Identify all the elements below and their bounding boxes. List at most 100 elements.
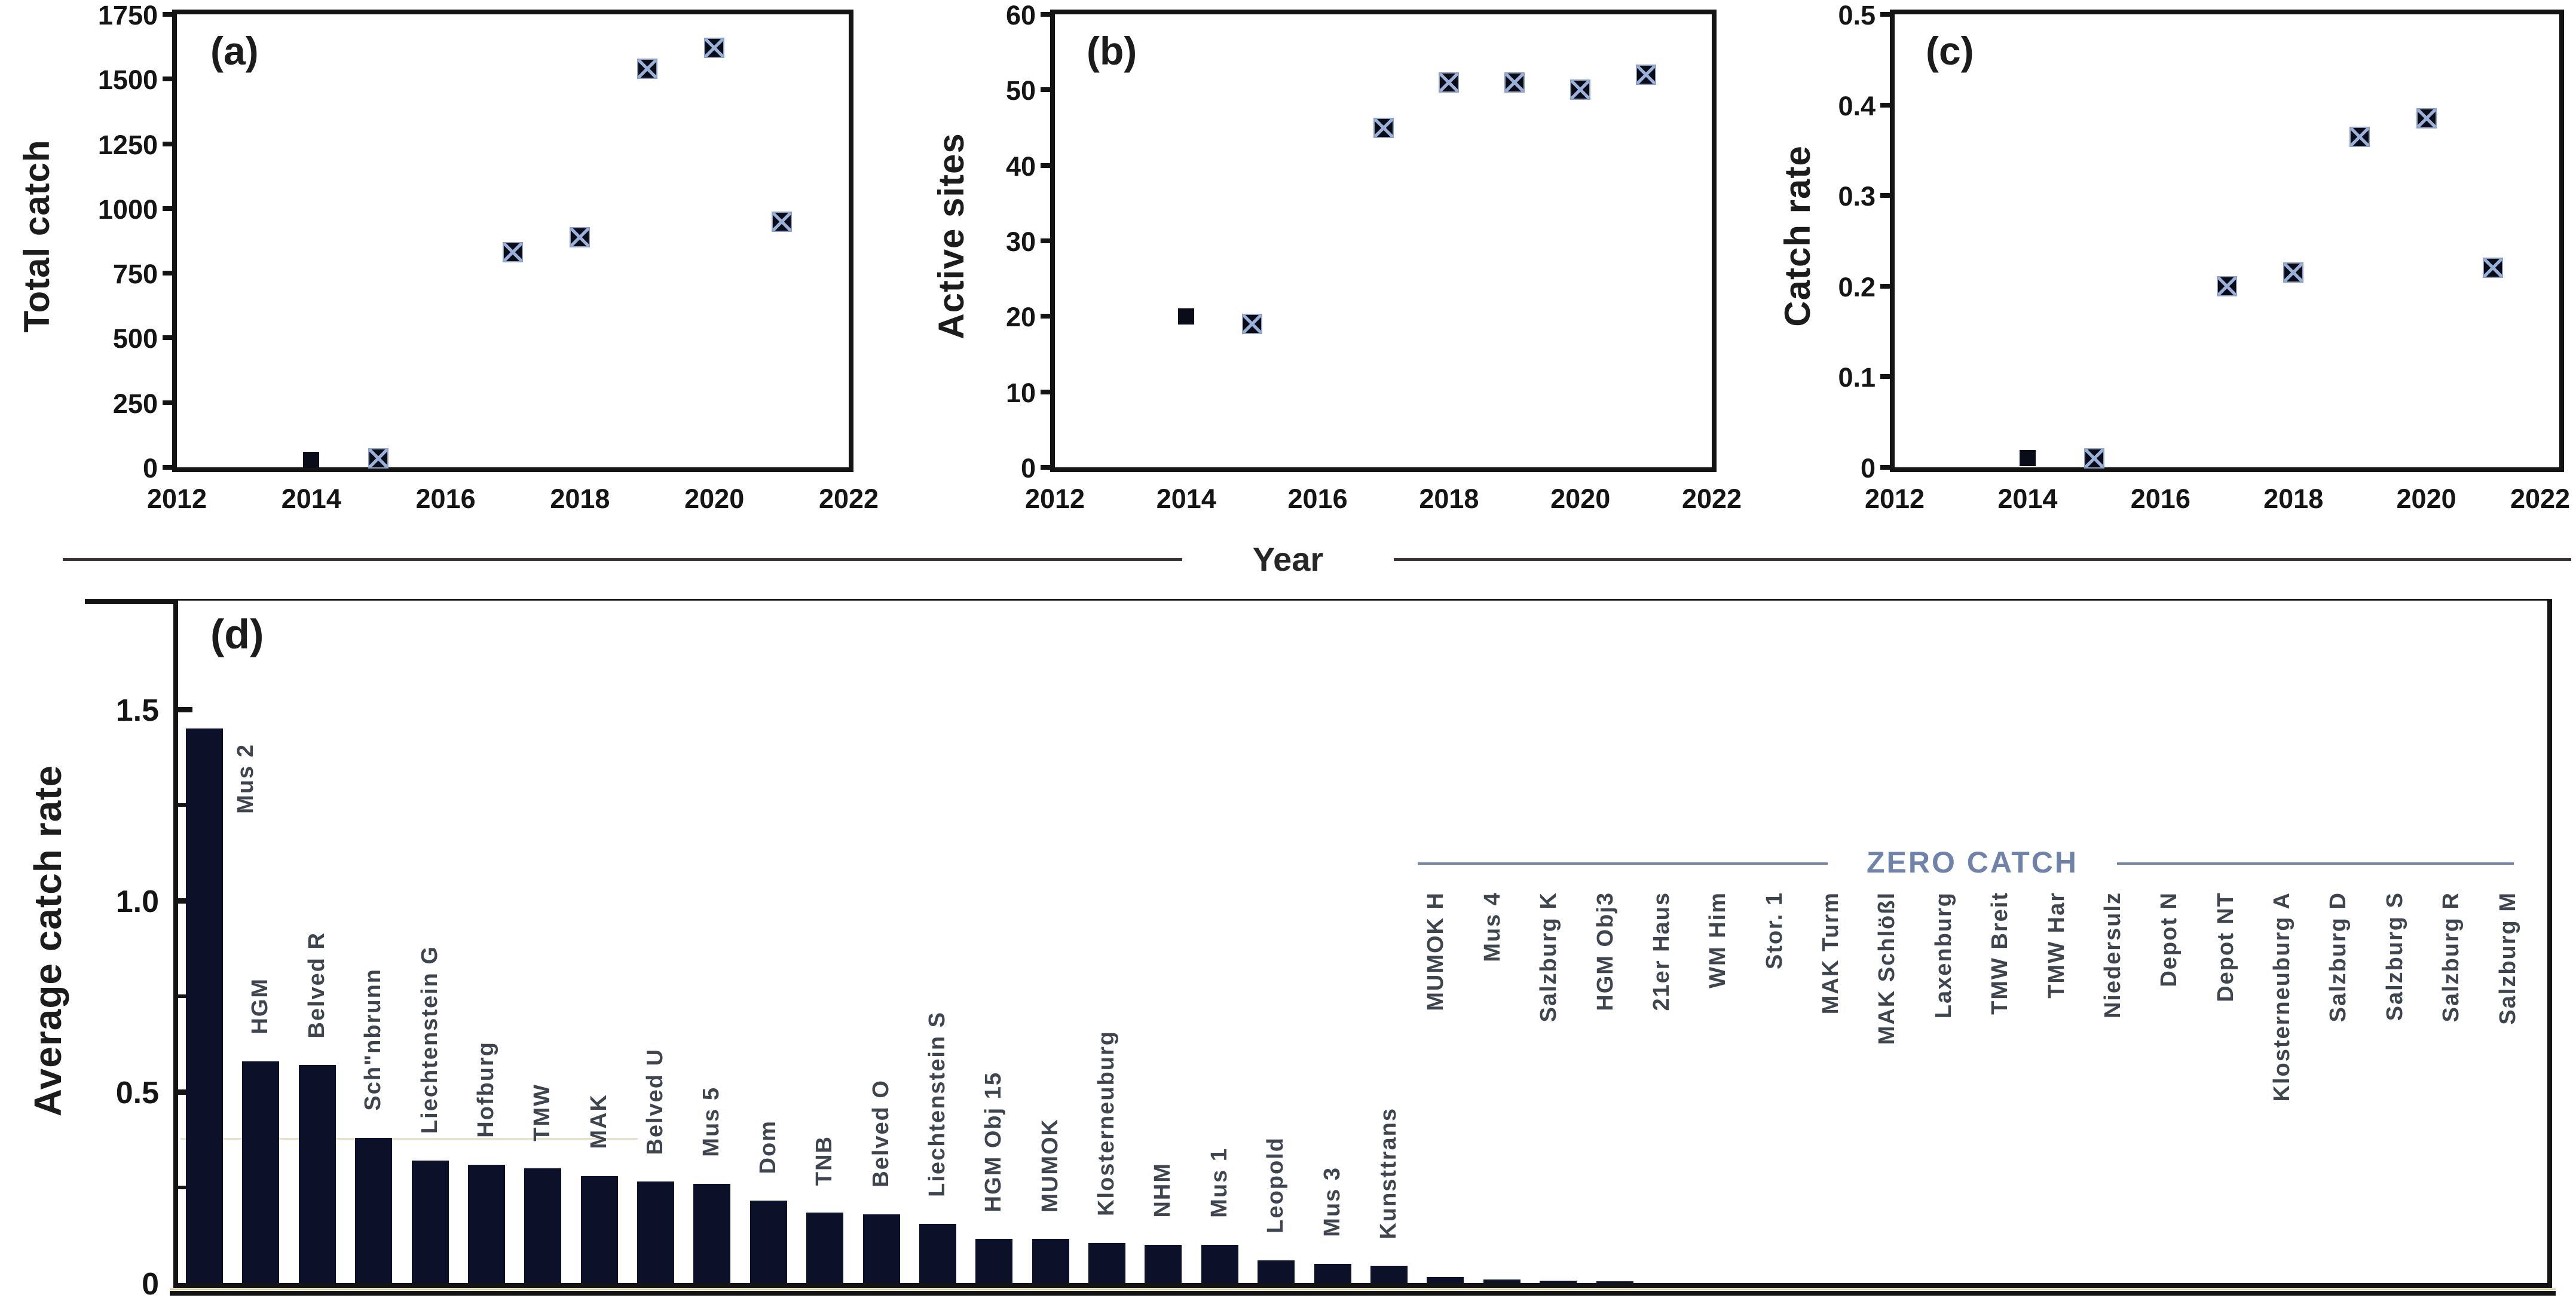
minor-y-tick-mark [178,994,186,998]
minor-y-tick-mark [178,1186,186,1189]
x-tick-label: 2012 [1864,483,1925,514]
year-axis-line-right [1394,558,2571,561]
bar [975,1239,1013,1283]
zero-catch-rule-left [1418,862,1828,865]
y-tick-mark [163,400,172,405]
x-tick-label: 2018 [550,483,610,514]
bar-label: Sch"nbrunn [360,968,386,1111]
year-axis-line-left [63,558,1182,561]
x-tick-label: 2016 [415,483,476,514]
x-tick-label: 2022 [2510,483,2571,514]
x-tick-label: 2020 [2396,483,2456,514]
y-tick-mark [1041,12,1050,17]
bar [580,1176,618,1283]
bar [1483,1279,1520,1283]
bar-label: Hofburg [473,1040,498,1138]
bar-label: MUMOK [1037,1118,1063,1213]
bar-label: Kunsttrans [1376,1107,1401,1239]
data-point-marker [1504,72,1525,93]
bar-label: Mus 1 [1206,1147,1232,1218]
y-tick-mark [178,1089,192,1095]
x-tick-label: 2014 [1997,483,2058,514]
bar-label: Salzburg D [2326,892,2351,1023]
x-tick-label: 2022 [1681,483,1742,514]
bar [1201,1245,1238,1283]
data-point-marker [2019,450,2036,467]
y-tick-label: 0 [142,1267,159,1302]
bar [411,1161,449,1283]
bar [749,1201,787,1283]
bar [1540,1281,1577,1283]
bar-label: Belved R [304,931,329,1039]
minor-y-tick-mark [178,803,186,807]
bar [806,1212,844,1283]
bar [524,1168,562,1283]
bar [1370,1266,1408,1283]
y-tick-label: 250 [112,388,158,419]
bar-label: Salzburg S [2382,892,2407,1021]
panel-a-label: (a) [210,29,259,73]
y-tick-label: 0 [1860,453,1876,483]
bar [1314,1264,1351,1283]
y-tick-mark [1880,465,1890,470]
data-point-marker [2283,262,2304,283]
bar [298,1065,336,1283]
y-tick-label: 60 [1005,0,1036,30]
bar-label: Depot NT [2213,892,2238,1002]
y-tick-label: 30 [1005,226,1036,257]
bar-label: 21er Haus [1648,892,1674,1011]
panel-c-plot-area [1890,10,2564,472]
y-tick-label: 0.3 [1838,181,1876,212]
y-tick-label: 0.5 [1838,0,1876,30]
bar-label: Stor. 1 [1761,892,1787,970]
panel-d-label: (d) [210,611,264,657]
data-point-marker [570,226,591,247]
data-point-marker [1241,313,1262,334]
bar-label: MAK Schlößl [1874,892,1900,1045]
y-tick-mark [163,76,172,82]
zero-catch-rule-right [2117,862,2514,865]
y-tick-mark [163,206,172,211]
x-tick-label: 2012 [146,483,207,514]
data-point-marker [704,38,725,59]
y-tick-label: 0.2 [1838,271,1876,302]
bar-label: Leopold [1263,1136,1289,1233]
y-tick-label: 1250 [97,129,158,160]
data-point-marker [2084,448,2104,469]
y-tick-label: 50 [1005,75,1036,106]
bar-label: Liechtenstein G [417,945,442,1134]
bar [355,1137,393,1283]
bar-label: Laxenburg [1931,892,1956,1019]
data-point-marker [1570,79,1591,100]
y-tick-mark [1880,374,1890,379]
bar [637,1181,675,1283]
data-point-marker [1439,72,1460,93]
bar-label: Belved U [643,1048,668,1155]
y-tick-label: 20 [1005,302,1036,333]
bar-label: MAK [586,1094,611,1149]
bar-label: HGM Obj 15 [981,1072,1006,1213]
faint-gridline [180,1137,638,1140]
y-tick-mark [1041,87,1050,93]
x-tick-label: 2020 [1550,483,1611,514]
bar [693,1183,731,1283]
data-point-marker [771,211,792,232]
bar-label: MUMOK H [1423,892,1449,1011]
y-tick-mark [1041,465,1050,470]
x-tick-label: 2016 [2130,483,2190,514]
y-tick-label: 1500 [97,65,158,96]
panel-b-plot-area [1050,10,1717,472]
data-point-marker [1636,65,1657,85]
y-tick-mark [1041,238,1050,243]
x-tick-label: 2014 [281,483,341,514]
y-tick-mark [1880,12,1890,17]
y-tick-label: 40 [1005,151,1036,182]
y-tick-mark [1880,102,1890,108]
x-tick-label: 2022 [818,483,879,514]
y-tick-label: 10 [1005,377,1036,408]
bar-label: Dom [755,1119,781,1174]
panel-c-label: (c) [1926,29,1974,73]
baseline-shadow-line [170,1291,2556,1296]
bar-label: MAK Turm [1818,892,1844,1015]
